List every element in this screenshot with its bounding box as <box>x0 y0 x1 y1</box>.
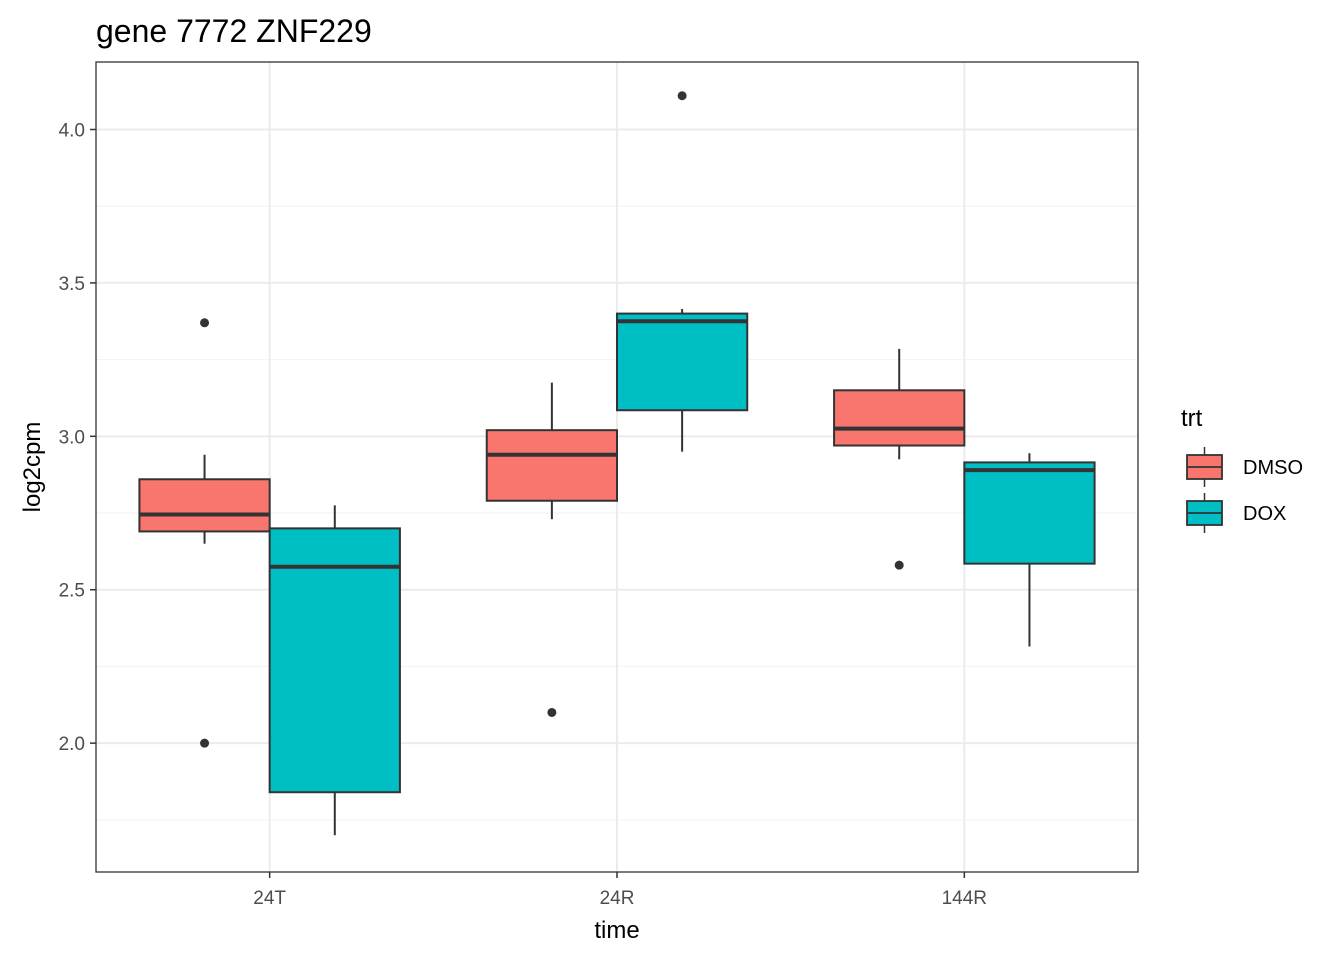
y-tick-label: 4.0 <box>59 121 85 142</box>
legend-item-dox: DOX <box>1186 493 1286 533</box>
outlier-point <box>677 91 687 101</box>
box-body <box>268 527 401 794</box>
box-dox-24r <box>616 91 749 452</box>
legend-item-dmso: DMSO <box>1186 447 1303 487</box>
legend-label: DOX <box>1243 503 1286 525</box>
x-tick-label: 24T <box>253 888 286 909</box>
boxes <box>138 91 1096 836</box>
y-tick-label: 2.0 <box>59 734 85 755</box>
box-dmso-24r <box>485 382 618 717</box>
x-tick-label: 144R <box>942 888 987 909</box>
y-tick-label: 3.5 <box>59 274 85 295</box>
chart-title: gene 7772 ZNF229 <box>96 13 372 49</box>
axes: 2.0 2.5 3.0 3.5 4.0 24T 24R 144R <box>59 121 987 910</box>
legend-title: trt <box>1181 405 1203 432</box>
box-dmso-24t <box>138 318 271 748</box>
box-body <box>138 478 271 533</box>
outlier-point <box>547 707 557 717</box>
box-dox-144r <box>963 453 1096 647</box>
box-body <box>485 429 618 502</box>
box-body <box>616 312 749 412</box>
x-tick-label: 24R <box>600 888 635 909</box>
y-tick-label: 3.0 <box>59 427 85 448</box>
y-axis-title: log2cpm <box>19 422 46 513</box>
box-body <box>963 461 1096 565</box>
box-dmso-144r <box>833 348 966 570</box>
box-body <box>833 389 966 447</box>
outlier-point <box>200 318 210 328</box>
legend: trt DMSO DOX <box>1181 405 1303 533</box>
outlier-point <box>200 738 210 748</box>
box-dox-24t <box>268 505 401 836</box>
legend-label: DMSO <box>1243 457 1303 479</box>
outlier-point <box>894 560 904 570</box>
y-tick-label: 2.5 <box>59 581 85 602</box>
x-axis-title: time <box>594 917 639 944</box>
